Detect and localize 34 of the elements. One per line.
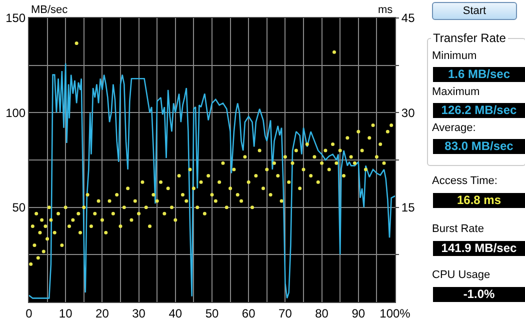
line-series [29,62,395,299]
text: Minimum [432,50,477,62]
text: 83.0 MB/sec [433,139,525,154]
text: Burst Rate [432,223,484,235]
y-tick-label: 100 [6,106,26,120]
y-tick-label: 50 [12,200,26,215]
x-tick-label: 40 [168,306,182,320]
text: 126.2 MB/sec [433,103,525,118]
x-tick-label: 100% [380,306,411,320]
text: Maximum [432,86,480,98]
text: Start [432,2,517,20]
x-tick-label: 50 [205,306,219,320]
y2-tick-label: 45 [401,11,416,26]
text: -1.0% [433,287,525,302]
x-tick-label: 10 [58,306,73,320]
text: Average: [432,122,476,134]
x-tick-label: 30 [132,306,146,320]
text: CPU Usage [432,269,490,281]
x-tick-label: 60 [242,306,256,320]
y2-tick-label: 15 [401,200,416,215]
x-tick-label: 80 [315,306,329,320]
text: 16.8 ms [433,193,525,208]
text: 141.9 MB/sec [433,241,525,256]
y-tick-label: 150 [6,11,26,26]
x-tick-label: 70 [278,306,292,320]
y2-axis-title: ms [378,4,394,16]
y2-tick-label: 30 [401,106,416,120]
x-tick-label: 0 [26,306,33,320]
text: 1.6 MB/sec [433,67,525,82]
x-tick-label: 90 [352,306,366,320]
x-tick-label: 20 [96,306,110,320]
y-axis-title: MB/sec [31,4,68,16]
text: Access Time: [432,175,498,187]
text: Transfer Rate [431,31,508,45]
